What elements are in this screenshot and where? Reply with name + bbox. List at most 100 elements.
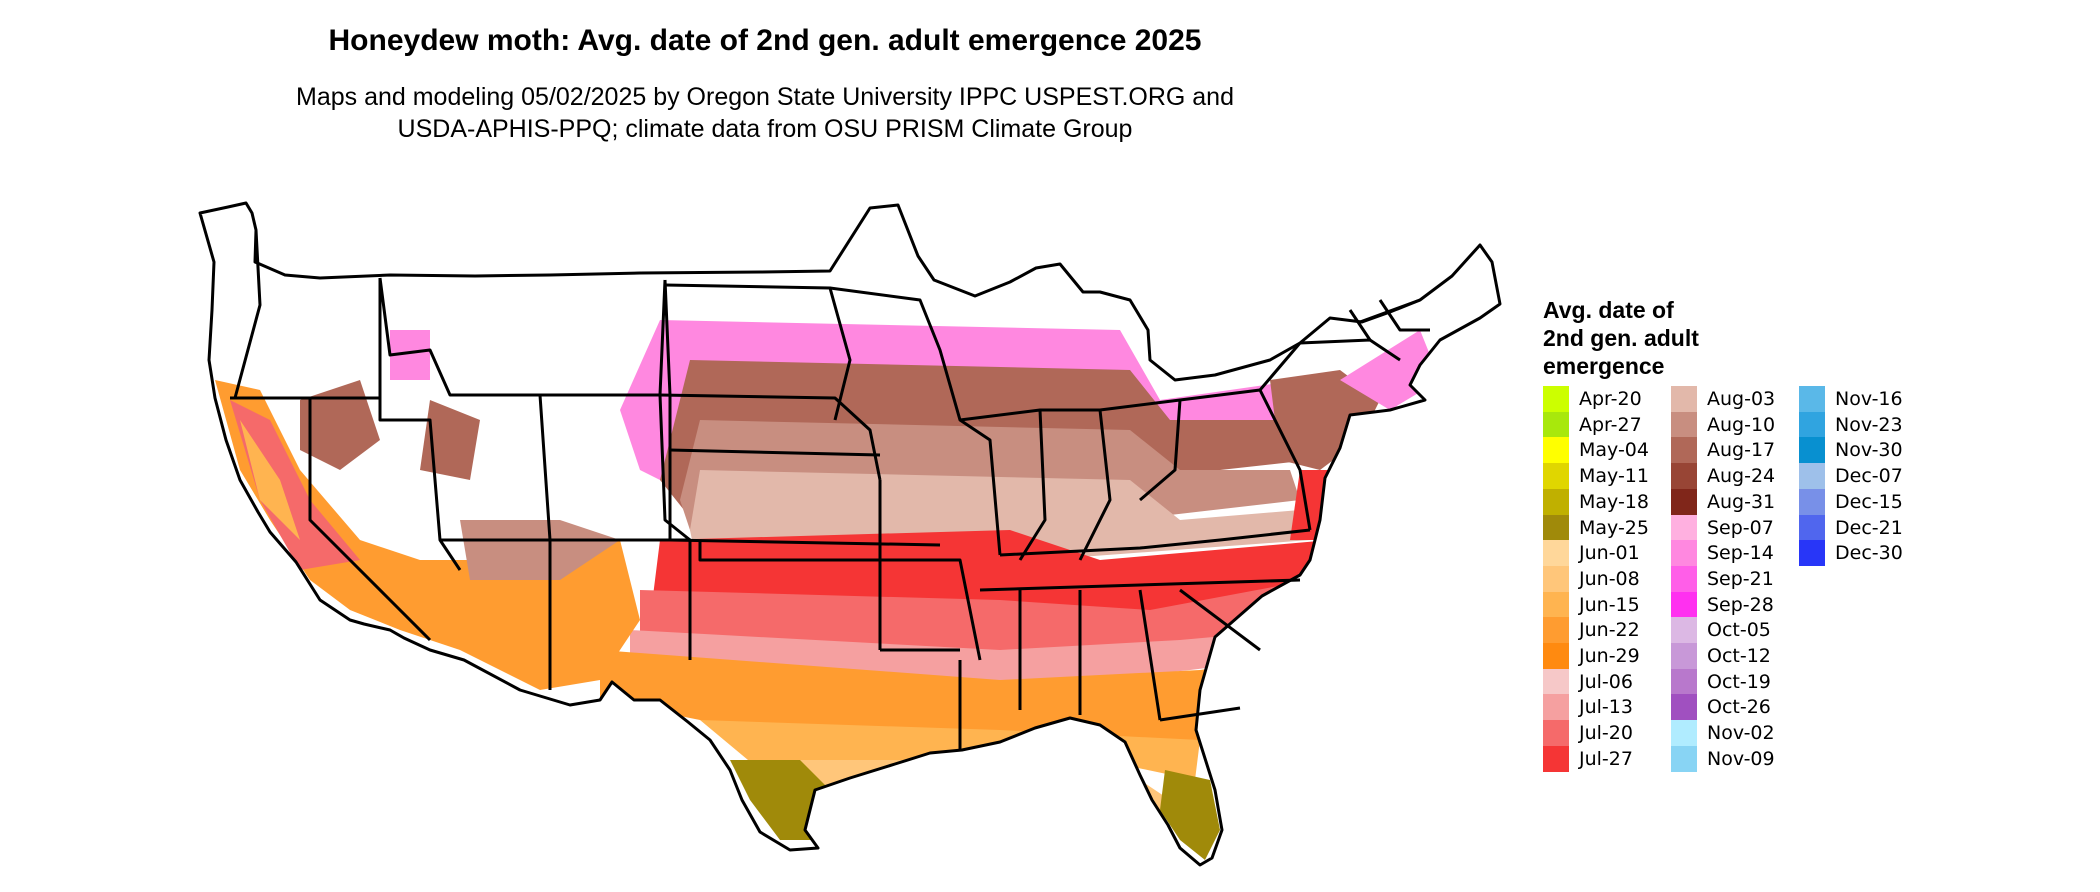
legend-swatch xyxy=(1671,694,1697,721)
legend-label: Aug-10 xyxy=(1707,413,1776,436)
legend-swatch xyxy=(1671,411,1697,438)
legend-item: Nov-16 xyxy=(1799,386,1903,412)
legend-label: Sep-14 xyxy=(1707,542,1774,565)
legend-item: Oct-19 xyxy=(1671,668,1771,695)
legend-item: Apr-27 xyxy=(1543,411,1642,438)
page-title: Honeydew moth: Avg. date of 2nd gen. adu… xyxy=(328,24,1202,57)
legend-item: May-25 xyxy=(1543,514,1649,541)
legend-label: Oct-19 xyxy=(1707,670,1771,693)
legend-item: Sep-07 xyxy=(1671,514,1774,541)
legend-label: Sep-07 xyxy=(1707,516,1774,539)
legend-item: Jun-01 xyxy=(1543,540,1640,567)
legend-label: May-25 xyxy=(1579,516,1649,539)
legend-item: Jun-22 xyxy=(1543,617,1640,644)
legend-label: Dec-15 xyxy=(1835,490,1903,513)
legend-item: Jun-15 xyxy=(1543,591,1640,618)
legend-label: Sep-21 xyxy=(1707,567,1774,590)
legend-item: Sep-14 xyxy=(1671,540,1774,567)
legend-item: Jun-29 xyxy=(1543,643,1640,669)
legend-label: Jul-20 xyxy=(1579,722,1633,745)
legend-label: Apr-27 xyxy=(1579,413,1642,436)
legend-label: Apr-20 xyxy=(1579,388,1642,410)
legend-item: Aug-10 xyxy=(1671,411,1776,438)
legend-swatch xyxy=(1543,668,1569,695)
legend-swatch xyxy=(1543,643,1569,669)
legend-item: Jul-27 xyxy=(1543,745,1633,772)
legend-item: Sep-28 xyxy=(1671,591,1774,618)
legend-swatch xyxy=(1543,617,1569,644)
legend-swatch xyxy=(1671,617,1697,644)
legend-label: Oct-05 xyxy=(1707,619,1771,642)
legend-label: May-18 xyxy=(1579,490,1649,513)
legend-swatch xyxy=(1671,540,1697,567)
legend-title-line: emergence xyxy=(1543,353,1665,379)
legend-label: Aug-24 xyxy=(1707,465,1776,488)
legend-label: Nov-09 xyxy=(1707,747,1775,770)
legend-swatch xyxy=(1543,694,1569,721)
legend-swatch xyxy=(1671,591,1697,618)
legend-title-line: Avg. date of xyxy=(1543,297,1674,323)
legend-swatch xyxy=(1543,463,1569,490)
subtitle-line-2: USDA-APHIS-PPQ; climate data from OSU PR… xyxy=(397,115,1133,143)
legend-item: Jun-08 xyxy=(1543,565,1640,592)
legend-swatch xyxy=(1671,437,1697,464)
legend-label: May-11 xyxy=(1579,465,1649,488)
legend-swatch xyxy=(1671,745,1697,772)
legend-swatch xyxy=(1799,514,1825,541)
state-borders xyxy=(198,201,1502,867)
legend-swatch xyxy=(1543,411,1569,438)
legend-swatch xyxy=(1543,565,1569,592)
legend-label: Nov-02 xyxy=(1707,722,1775,745)
legend-item: Apr-20 xyxy=(1543,386,1642,412)
legend-swatch xyxy=(1799,463,1825,490)
legend-swatch xyxy=(1671,514,1697,541)
legend-swatch xyxy=(1543,745,1569,772)
legend-label: Dec-07 xyxy=(1835,465,1903,488)
subtitle-line-1: Maps and modeling 05/02/2025 by Oregon S… xyxy=(296,83,1234,111)
legend-label: May-04 xyxy=(1579,439,1649,462)
legend-swatch xyxy=(1543,591,1569,618)
legend-label: Aug-03 xyxy=(1707,388,1776,410)
legend-swatch xyxy=(1799,437,1825,464)
legend-swatch xyxy=(1543,514,1569,541)
legend-label: Jun-08 xyxy=(1579,567,1640,590)
legend-label: Jul-13 xyxy=(1579,696,1633,719)
legend-item: Dec-21 xyxy=(1799,514,1903,541)
legend-item: Nov-23 xyxy=(1799,411,1903,438)
legend-item: Jul-13 xyxy=(1543,694,1633,721)
legend-label: Jun-15 xyxy=(1579,593,1640,616)
legend-label: Jun-22 xyxy=(1579,619,1640,642)
legend-label: Aug-31 xyxy=(1707,490,1776,513)
legend-swatch xyxy=(1671,386,1697,412)
legend-label: Jun-01 xyxy=(1579,542,1640,565)
legend-item: Oct-05 xyxy=(1671,617,1771,644)
legend-swatch xyxy=(1799,488,1825,515)
legend-item: Nov-02 xyxy=(1671,720,1775,747)
legend-label: Oct-12 xyxy=(1707,645,1771,667)
legend-item: Aug-03 xyxy=(1671,386,1775,412)
legend-label: Jun-29 xyxy=(1579,645,1640,667)
legend-item: Oct-12 xyxy=(1671,643,1771,669)
legend-swatch xyxy=(1543,386,1569,412)
legend-swatch xyxy=(1799,386,1825,412)
legend-item: May-11 xyxy=(1543,463,1649,490)
legend-item: Nov-09 xyxy=(1671,745,1775,772)
legend-title: Avg. date of 2nd gen. adult emergence xyxy=(1543,296,1699,380)
legend-item: May-18 xyxy=(1543,488,1649,515)
legend-swatch xyxy=(1671,643,1697,669)
legend-swatch xyxy=(1543,720,1569,747)
legend-label: Nov-30 xyxy=(1835,439,1903,462)
legend-label: Jul-06 xyxy=(1579,670,1633,693)
legend-swatch xyxy=(1543,437,1569,464)
legend-item: Aug-17 xyxy=(1671,437,1776,464)
legend-item: May-04 xyxy=(1543,437,1649,464)
legend-swatch xyxy=(1671,463,1697,490)
legend-label: Jul-27 xyxy=(1579,747,1633,770)
legend-item: Sep-21 xyxy=(1671,565,1774,592)
legend-label: Nov-23 xyxy=(1835,413,1903,436)
legend-swatch xyxy=(1543,488,1569,515)
legend-swatch xyxy=(1671,488,1697,515)
legend-label: Aug-17 xyxy=(1707,439,1776,462)
legend-swatch xyxy=(1799,540,1825,567)
